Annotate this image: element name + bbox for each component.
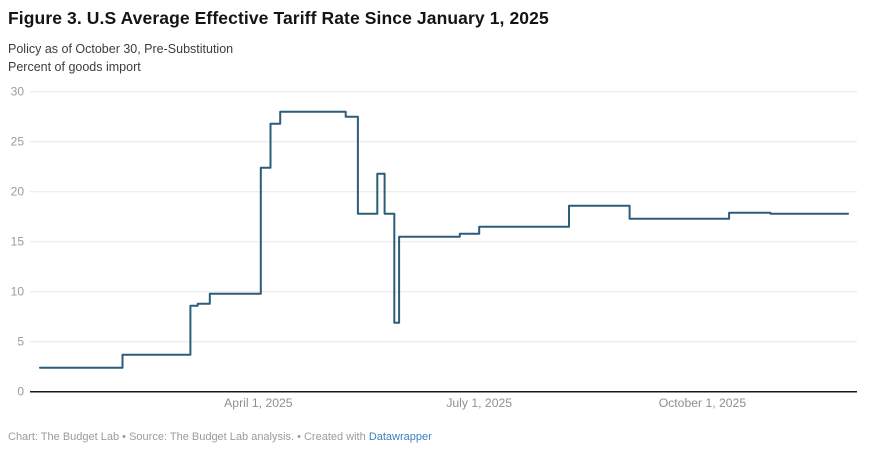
y-tick-label: 30: [11, 85, 25, 99]
subtitle-unit-line: Percent of goods import: [8, 59, 141, 74]
footer-credits: Chart: The Budget Lab • Source: The Budg…: [8, 431, 869, 443]
footer-source-credit: Source: The Budget Lab analysis.: [129, 431, 294, 443]
tariff-rate-line: [39, 110, 849, 369]
subtitle-policy-line: Policy as of October 30, Pre-Substitutio…: [8, 42, 234, 56]
y-tick-label: 20: [11, 185, 25, 199]
x-tick-label: October 1, 2025: [659, 396, 747, 410]
x-tick-label: April 1, 2025: [224, 396, 293, 410]
tariff-rate-step-chart: 0 5 10 15 20 25 30 April 1, 2025 July 1, 2025 Oct…: [11, 85, 857, 410]
x-tick-label: July 1, 2025: [446, 396, 512, 410]
y-tick-label: 5: [17, 335, 24, 349]
footer-chart-credit: Chart: The Budget Lab: [8, 431, 120, 443]
chart-subtitle: Policy as of October 30, Pre-Substitutio…: [8, 41, 869, 77]
datawrapper-link[interactable]: Datawrapper: [368, 431, 432, 443]
y-tick-label: 10: [11, 285, 25, 299]
footer-separator: •: [297, 431, 301, 443]
y-tick-label: 25: [11, 135, 25, 149]
footer-created-with: Created with: [303, 431, 366, 443]
y-tick-label: 0: [17, 385, 24, 399]
y-tick-label: 15: [11, 235, 25, 249]
chart-area: 0 5 10 15 20 25 30 April 1, 2025 July 1, 2025 Oct…: [0, 85, 877, 417]
chart-title: Figure 3. U.S Average Effective Tariff R…: [8, 8, 549, 28]
footer-separator: •: [122, 431, 127, 443]
